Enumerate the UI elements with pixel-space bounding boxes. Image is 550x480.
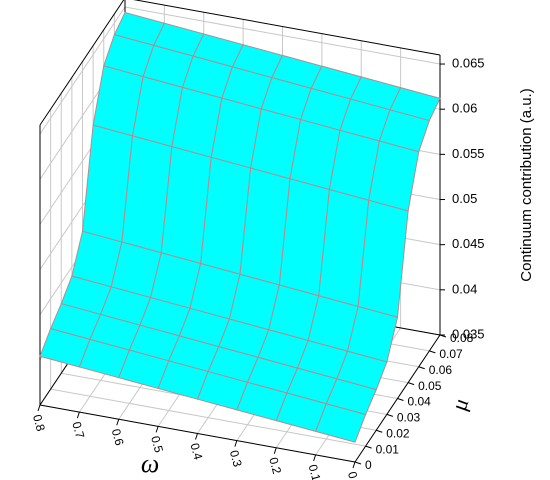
z-tick-label: 0.05: [452, 191, 477, 206]
tick-mark: [195, 433, 198, 440]
tick-mark: [418, 366, 425, 370]
tick-mark: [234, 440, 238, 447]
axis-line: [133, 0, 441, 56]
y-tick-label: 0.05: [418, 379, 442, 393]
tick-mark: [386, 413, 394, 417]
x-tick-label: 0.5: [148, 434, 166, 454]
y-tick-label: 0.01: [376, 442, 400, 456]
tick-mark: [352, 461, 356, 469]
y-tick-label: 0.04: [408, 395, 432, 409]
z-tick-label: 0.045: [452, 236, 485, 251]
y-tick-label: 0.08: [450, 331, 474, 345]
tick-mark: [37, 404, 41, 412]
axis-line: [39, 0, 125, 126]
tick-mark: [439, 334, 447, 338]
z-tick-label: 0.055: [452, 146, 485, 161]
x-axis-title: ω: [141, 449, 159, 478]
x-tick-label: 0.4: [188, 441, 206, 461]
tick-mark: [354, 461, 362, 465]
x-tick-label: 0.7: [69, 420, 87, 440]
z-tick-label: 0.06: [452, 101, 477, 116]
x-tick-label: 0.6: [109, 427, 127, 447]
x-tick-label: 0: [345, 470, 360, 480]
tick-mark: [365, 445, 372, 449]
tick-mark: [76, 411, 80, 419]
tick-mark: [273, 447, 277, 454]
x-tick-label: 0.8: [30, 413, 48, 433]
x-tick-label: 0.1: [306, 463, 324, 480]
x-tick-label: 0.3: [227, 449, 245, 469]
y-tick-label: 0.06: [429, 363, 453, 377]
tick-mark: [376, 429, 383, 433]
tick-mark: [155, 426, 159, 433]
z-tick-label: 0.035: [452, 326, 485, 341]
z-tick-label: 0.04: [452, 281, 477, 296]
z-tick-label: 0.065: [452, 55, 485, 70]
tick-mark: [116, 419, 120, 426]
y-tick-label: 0: [365, 458, 372, 472]
x-tick-label: 0.2: [266, 456, 284, 476]
tick-mark: [313, 454, 317, 462]
y-tick-label: 0.02: [386, 426, 410, 440]
tick-mark: [429, 350, 436, 354]
y-axis-title: μ: [446, 394, 474, 414]
grid-line: [50, 388, 366, 447]
y-tick-label: 0.03: [397, 411, 421, 425]
y-tick-label: 0.07: [439, 347, 463, 361]
z-axis-title: Continuum contribution (a.u.): [518, 88, 535, 281]
tick-mark: [407, 382, 415, 386]
tick-mark: [397, 398, 404, 401]
surface-cell: [314, 403, 367, 443]
